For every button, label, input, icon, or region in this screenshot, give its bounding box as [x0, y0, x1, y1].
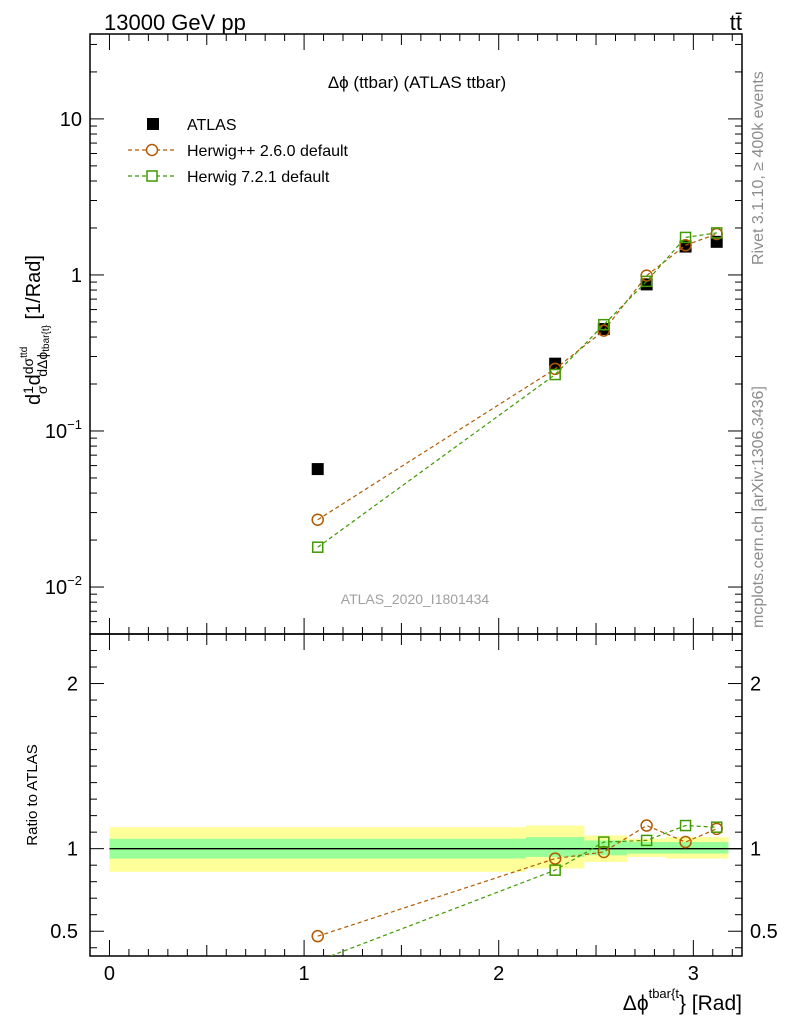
ratio-point-herwigpp: [311, 929, 324, 943]
legend-label-atlas: ATLAS: [187, 117, 237, 134]
mcplots-label: mcplots.cern.ch [arXiv:1306.3436]: [750, 386, 767, 628]
process-label: tt̄: [730, 10, 742, 35]
legend-label-herwig7: Herwig 7.2.1 default: [187, 169, 330, 186]
legend-marker-atlas: [147, 118, 159, 130]
data-point-herwig7: [549, 368, 561, 381]
uncertainty-band-green: [627, 842, 667, 854]
ratio-panel: 0.5 0.5 1 1 2 2 0 1 2 3: [50, 633, 778, 985]
ratio-point-herwig7: [640, 834, 653, 847]
ratio-point-herwig7: [679, 819, 692, 832]
uncertainty-band-green: [666, 842, 729, 854]
ratio-point-herwigpp: [640, 819, 653, 832]
x-tick-label: 3: [688, 963, 699, 985]
ratio-series-herwig7: [328, 819, 723, 956]
x-tick-label: 2: [493, 963, 504, 985]
x-tick-label: 1: [299, 963, 310, 985]
data-point-herwig7: [640, 275, 653, 288]
ratio-y-tick-label-right: 2: [750, 674, 761, 696]
uncertainty-band-green: [584, 840, 628, 856]
ratio-y-tick-label-right: 0.5: [750, 921, 778, 943]
data-point-atlas: [311, 463, 324, 476]
ratio-point-herwigpp: [548, 852, 562, 865]
ratio-frame: [89, 633, 743, 957]
y-tick-label: 10−2: [45, 573, 82, 599]
data-point-herwig7: [311, 541, 324, 553]
legend-label-herwigpp: Herwig++ 2.6.0 default: [187, 143, 349, 160]
ratio-y-tick-label: 2: [67, 674, 78, 696]
main-ylabel-text: d1σddσttd dΔϕtbar{t} [1/Rad]: [19, 255, 52, 405]
y-tick-label: 10−1: [45, 417, 82, 443]
ratio-point-herwig7: [710, 821, 723, 833]
data-point-herwigpp: [311, 513, 324, 526]
x-tick-label: 0: [104, 963, 115, 985]
ratio-point-herwigpp: [679, 835, 692, 849]
y-tick-label: 10: [60, 109, 82, 131]
plot-title: Δϕ (ttbar) (ATLAS ttbar): [328, 73, 506, 92]
data-point-herwigpp: [679, 238, 692, 252]
ratio-y-tick-label: 0.5: [50, 921, 78, 943]
series-line-herwigpp: [317, 233, 717, 521]
main-ylabel: d1σddσttd dΔϕtbar{t} [1/Rad]: [19, 255, 52, 405]
data-point-herwig7: [598, 318, 610, 331]
data-point-atlas: [640, 278, 653, 291]
analysis-watermark: ATLAS_2020_I1801434: [341, 591, 490, 607]
ratio-line-herwigpp: [317, 824, 717, 937]
x-axis-label-text: Δϕtbar{t} [Rad]: [623, 986, 742, 1015]
series-line-herwig7: [317, 232, 717, 548]
ratio-y-tick-label-right: 1: [750, 839, 761, 861]
data-point-herwig7: [679, 231, 692, 244]
ratio-point-herwig7: [549, 864, 561, 876]
y-tick-label: 1: [71, 265, 82, 287]
ratio-y-tick-label: 1: [67, 839, 78, 861]
energy-label: 13000 GeV pp: [104, 10, 246, 35]
data-point-herwigpp: [597, 324, 611, 337]
legend-marker-herwig7: [146, 170, 158, 182]
x-axis-label: Δϕtbar{t} [Rad]: [623, 986, 742, 1015]
uncertainty-band-green: [525, 837, 585, 857]
rivet-label: Rivet 3.1.10, ≥ 400k events: [750, 71, 767, 265]
legend-marker-herwigpp: [145, 143, 159, 157]
ratio-point-herwig7: [598, 836, 610, 848]
legend: ATLAS Herwig++ 2.6.0 default Herwig 7.2.…: [128, 117, 349, 186]
ratio-ylabel: Ratio to ATLAS: [24, 744, 41, 845]
data-point-herwig7: [710, 227, 723, 239]
